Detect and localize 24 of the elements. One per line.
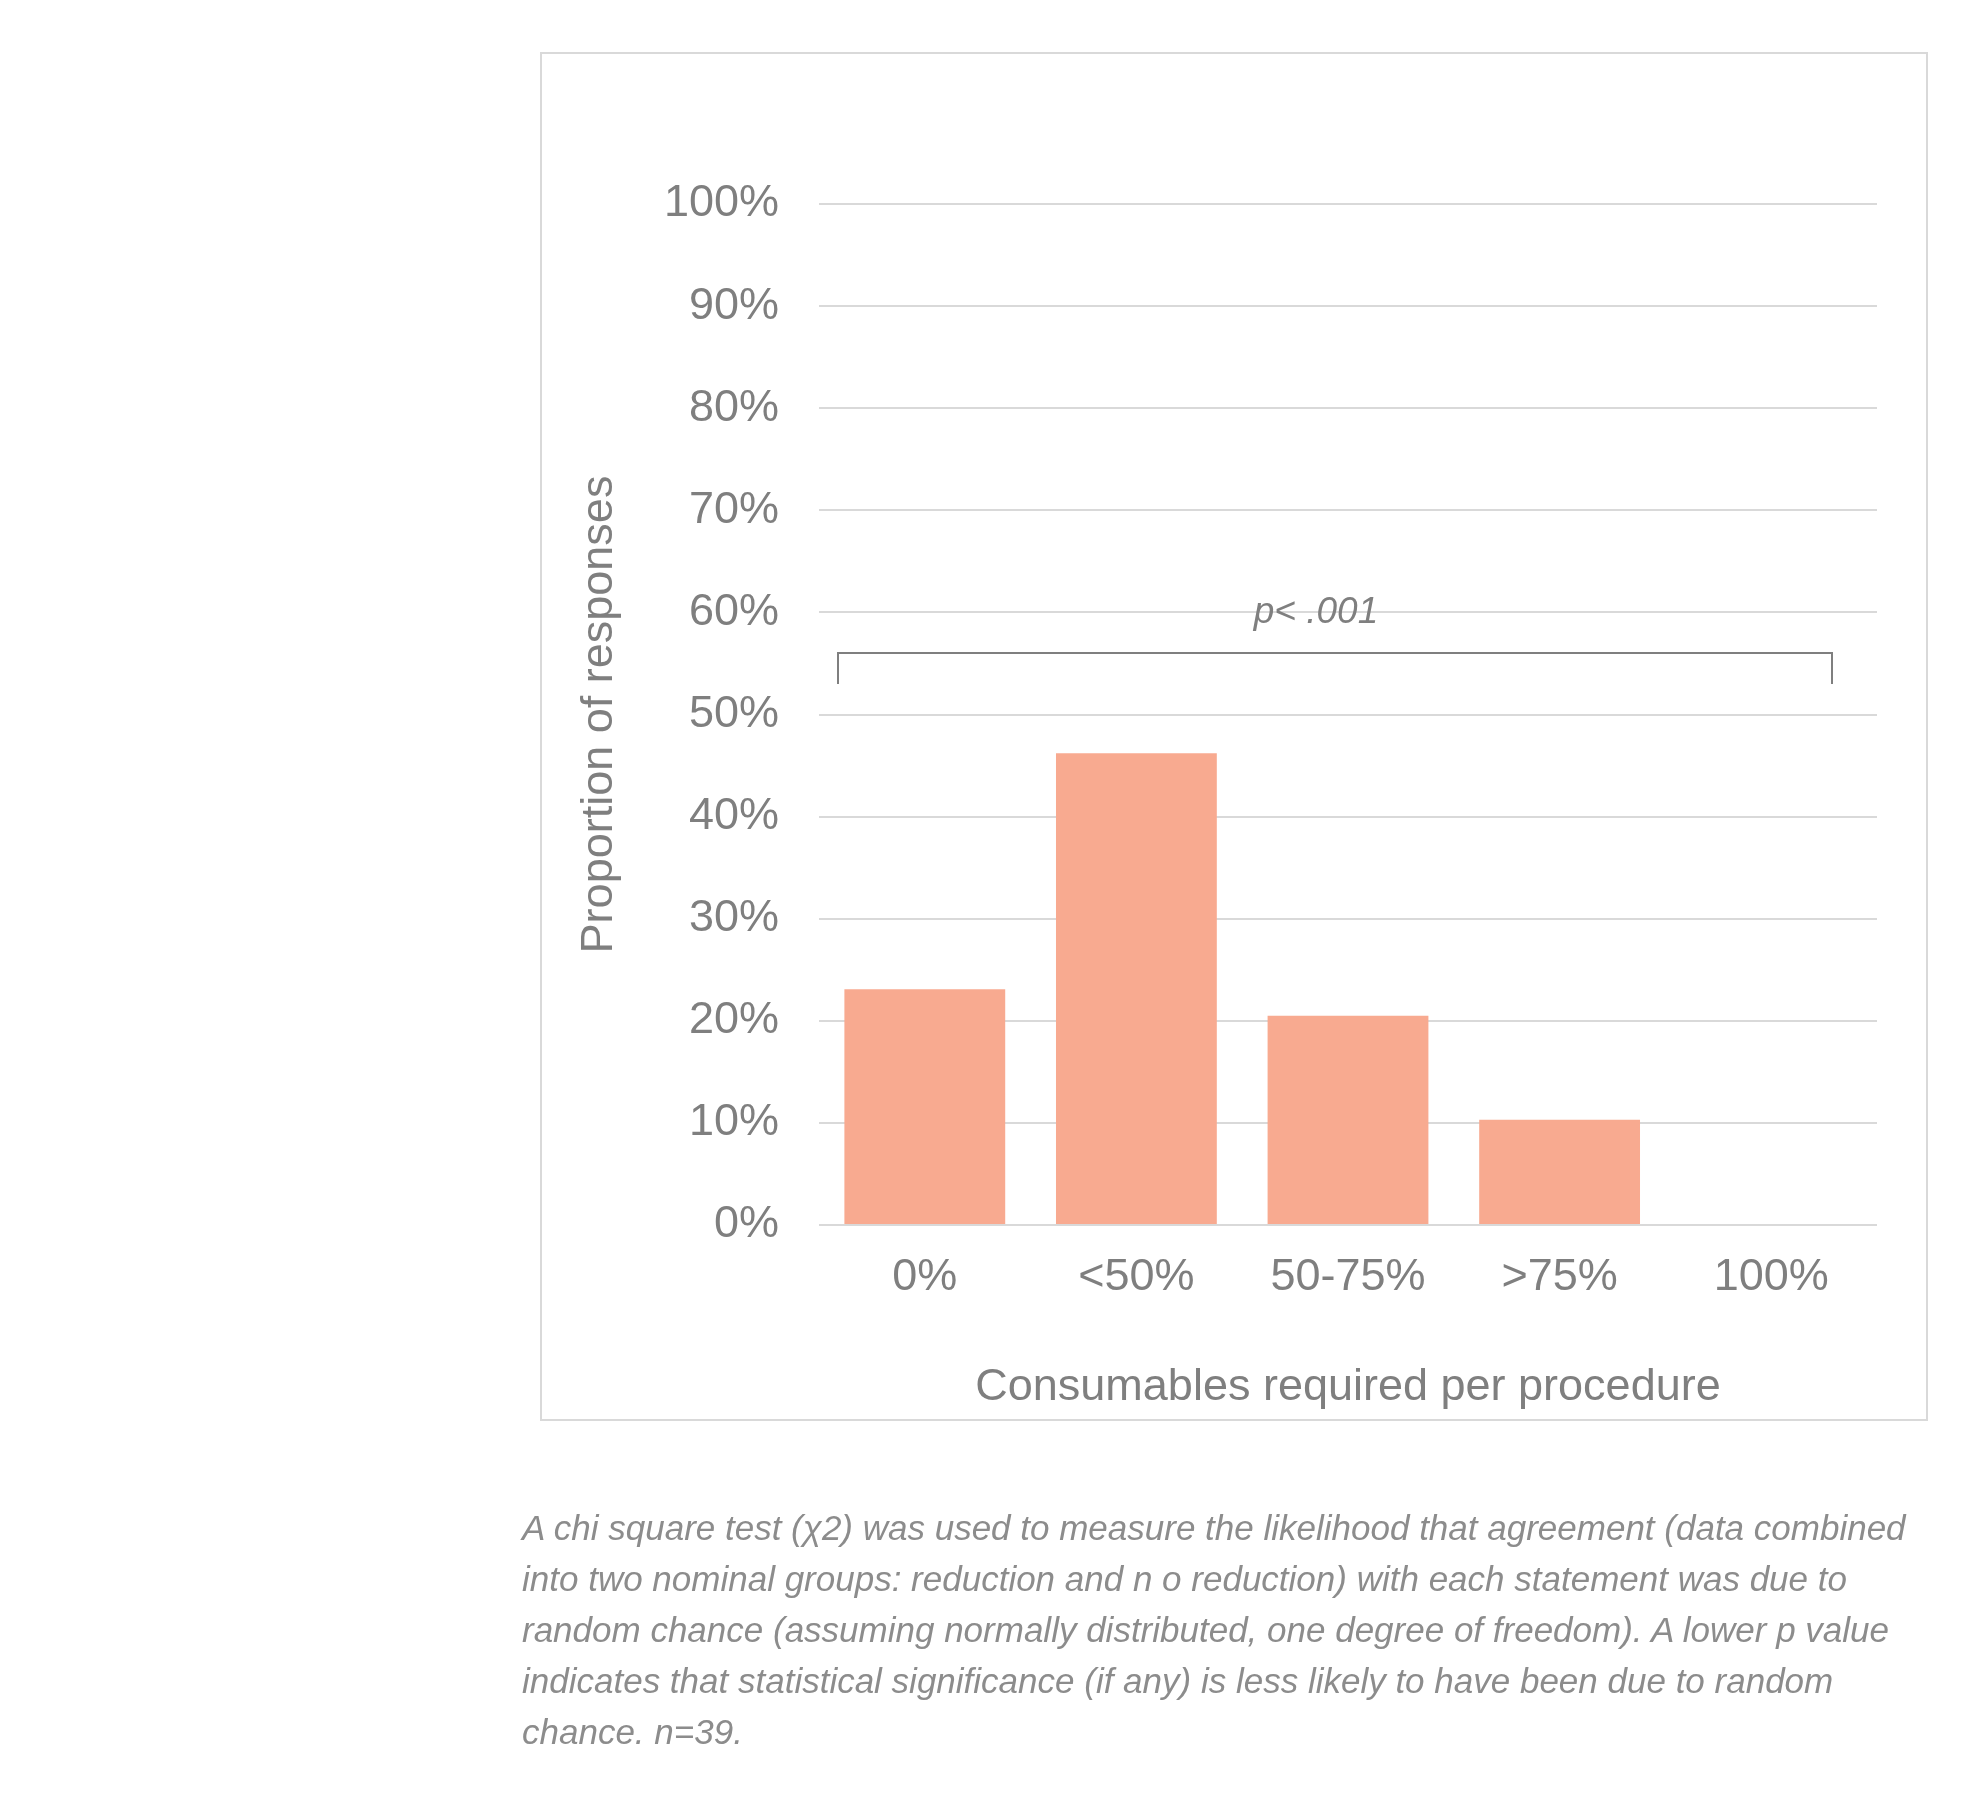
- y-tick-label: 10%: [688, 1094, 779, 1146]
- y-tick-label: 70%: [688, 481, 779, 533]
- y-tick-label: 50%: [688, 685, 779, 737]
- y-tick-label: 20%: [688, 992, 779, 1044]
- y-tick-label: 40%: [688, 788, 779, 840]
- y-tick-label: 80%: [688, 379, 779, 431]
- text: A chi square test (χ2) was used to measure the likelihood that agreement (data combined into two nominal groups: reduction and n o reduction) with each statement was due to random chance (assuming normally distributed, one degree of freedom). A lower p value indicates that statistical significance (if any) is less likely to have been due to random chance. n=39.: [522, 1507, 1908, 1753]
- y-tick-label: 100%: [663, 175, 779, 227]
- annotation: p< .001: [1252, 590, 1380, 632]
- x-tick-label: 0%: [892, 1249, 958, 1301]
- bar: [1267, 1015, 1429, 1224]
- x-tick-label: >75%: [1501, 1249, 1618, 1301]
- x-tick-label: <50%: [1078, 1249, 1195, 1301]
- bar: [844, 989, 1006, 1224]
- x-tick-label: 50-75%: [1270, 1249, 1426, 1301]
- y-tick-label: 30%: [688, 890, 779, 942]
- y-tick-label: 60%: [688, 583, 779, 635]
- bar: [1479, 1119, 1641, 1224]
- x-tick-label: 100%: [1713, 1249, 1829, 1301]
- y-tick-label: 90%: [688, 277, 779, 329]
- y-axis-title: Proportion of responses: [571, 475, 623, 954]
- bar: [1055, 753, 1217, 1224]
- y-tick-label: 0%: [713, 1196, 779, 1248]
- x-axis-title: Consumables required per procedure: [975, 1359, 1721, 1411]
